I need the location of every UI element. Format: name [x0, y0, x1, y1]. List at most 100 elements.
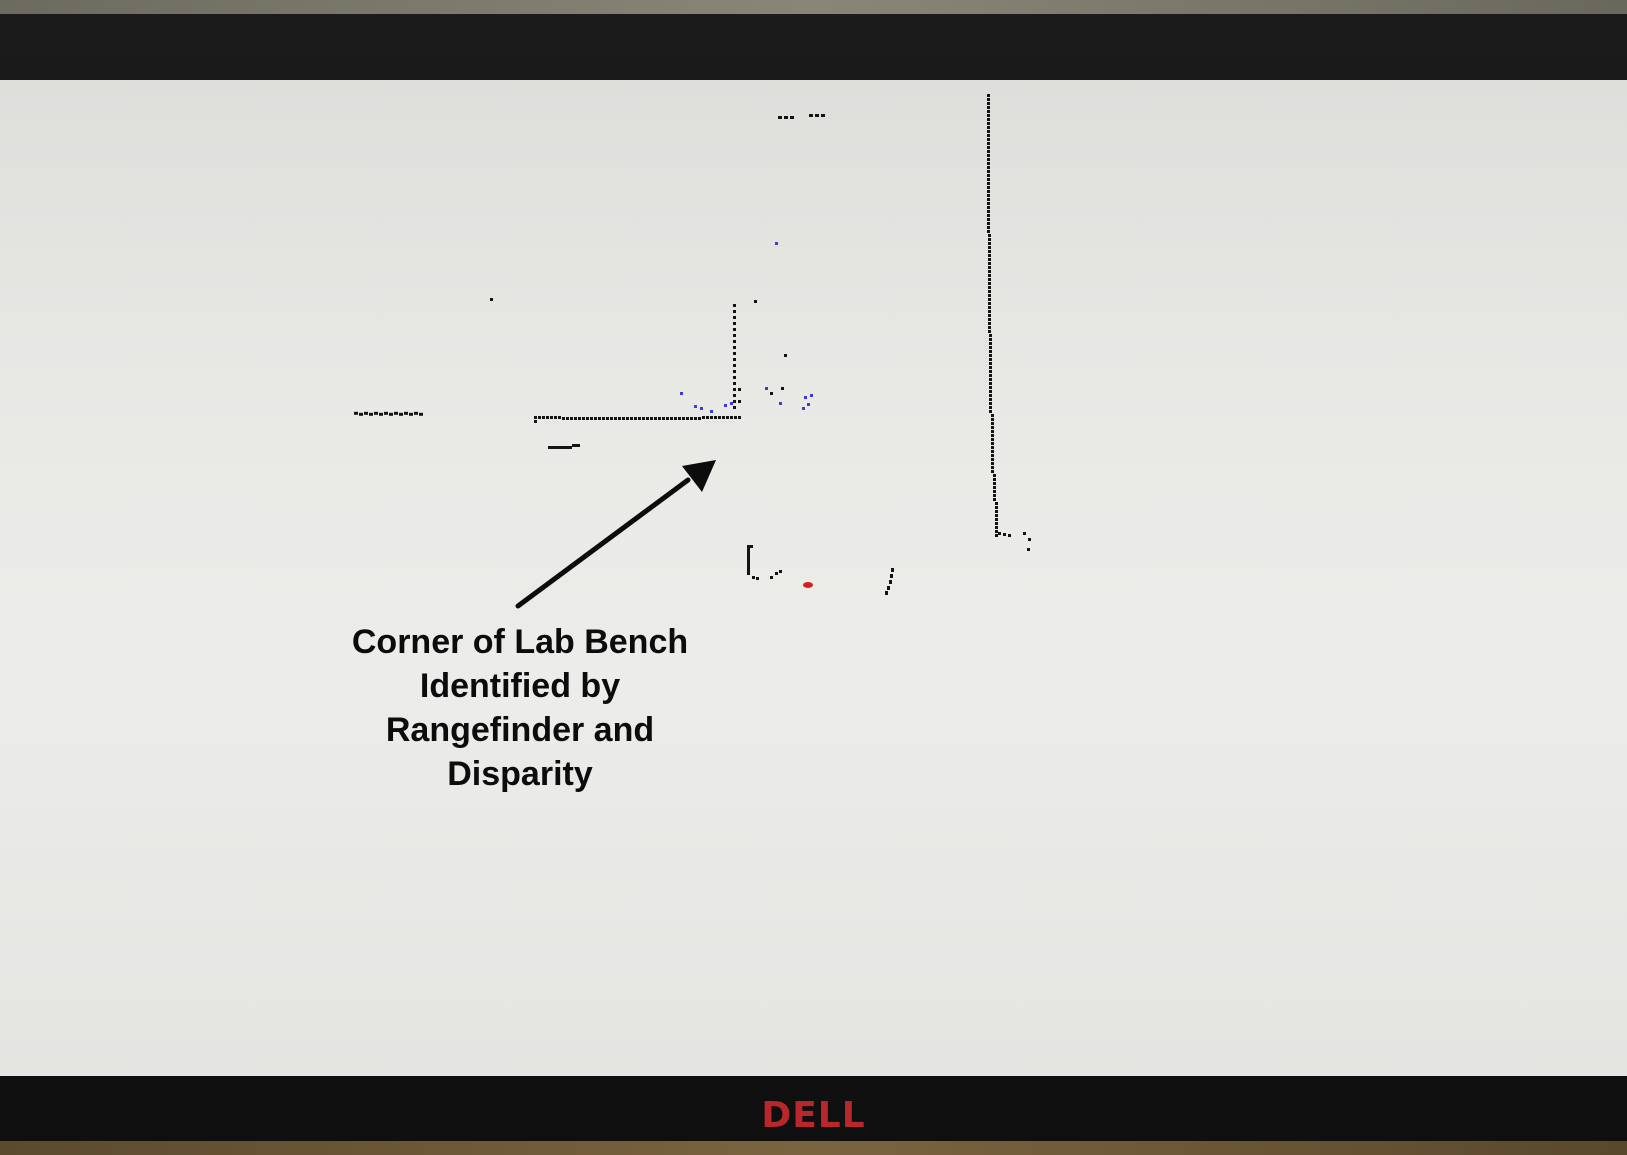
map-point — [991, 442, 994, 445]
map-point — [747, 545, 750, 548]
map-point — [987, 194, 990, 197]
map-point — [369, 412, 373, 416]
map-point — [389, 412, 393, 416]
map-point — [654, 417, 657, 420]
map-point — [988, 238, 991, 241]
map-point — [706, 416, 709, 419]
map-point — [989, 354, 992, 357]
map-point — [564, 446, 568, 449]
map-point — [747, 557, 750, 560]
map-point — [821, 114, 825, 117]
map-point — [622, 417, 625, 420]
map-point — [538, 416, 541, 419]
map-point — [993, 494, 996, 497]
map-point — [987, 162, 990, 165]
map-point — [738, 400, 741, 403]
map-point — [987, 214, 990, 217]
dell-logo: DELL — [761, 1095, 866, 1136]
map-point — [989, 382, 992, 385]
map-point — [987, 186, 990, 189]
map-point — [815, 114, 819, 117]
map-point — [988, 282, 991, 285]
map-point — [700, 407, 703, 410]
map-point — [756, 577, 759, 580]
map-point — [987, 118, 990, 121]
map-point — [987, 198, 990, 201]
map-point — [989, 406, 992, 409]
map-point — [754, 300, 757, 303]
map-point — [534, 416, 537, 419]
map-point — [658, 417, 661, 420]
map-point — [734, 416, 737, 419]
map-point — [995, 514, 998, 517]
map-point — [614, 417, 617, 420]
robot-position-marker-icon — [803, 582, 813, 588]
map-point — [807, 403, 810, 406]
map-point — [810, 394, 813, 397]
map-point — [993, 482, 996, 485]
map-point — [987, 122, 990, 125]
map-point — [765, 387, 768, 390]
map-point — [989, 398, 992, 401]
map-point — [733, 406, 736, 409]
map-point — [987, 178, 990, 181]
map-point — [722, 416, 725, 419]
map-point — [993, 474, 996, 477]
map-point — [987, 106, 990, 109]
map-point — [998, 532, 1001, 535]
map-point — [995, 526, 998, 529]
map-point — [718, 416, 721, 419]
map-point — [374, 411, 378, 415]
map-point — [662, 417, 665, 420]
map-point — [730, 416, 733, 419]
map-point — [733, 346, 736, 349]
map-point — [694, 405, 697, 408]
map-point — [988, 310, 991, 313]
map-point — [995, 506, 998, 509]
map-point — [988, 302, 991, 305]
map-point — [989, 366, 992, 369]
map-point — [733, 394, 736, 397]
map-point — [550, 416, 553, 419]
map-point — [987, 110, 990, 113]
map-point — [630, 417, 633, 420]
map-point — [568, 446, 572, 449]
occupancy-map — [354, 94, 1031, 609]
map-point — [991, 454, 994, 457]
map-point — [710, 410, 713, 413]
map-point — [988, 278, 991, 281]
map-point — [582, 417, 585, 420]
map-point — [610, 417, 613, 420]
map-point — [414, 411, 418, 415]
map-point — [750, 545, 753, 548]
map-point — [562, 417, 565, 420]
map-point — [784, 116, 788, 119]
map-point — [988, 298, 991, 301]
map-point — [993, 490, 996, 493]
map-point — [987, 218, 990, 221]
map-point — [988, 266, 991, 269]
map-point — [989, 390, 992, 393]
arrow-up-right-icon — [515, 460, 716, 609]
map-point — [987, 102, 990, 105]
map-point — [733, 304, 736, 307]
map-point — [747, 551, 750, 554]
map-point — [546, 416, 549, 419]
map-point — [809, 114, 813, 117]
map-point — [989, 334, 992, 337]
map-point — [987, 134, 990, 137]
map-point — [419, 412, 423, 416]
map-point — [399, 412, 403, 416]
map-point — [1023, 532, 1026, 535]
map-point — [988, 242, 991, 245]
map-point — [991, 430, 994, 433]
map-point — [995, 534, 998, 537]
map-point — [733, 334, 736, 337]
map-point — [987, 94, 990, 97]
map-point — [988, 318, 991, 321]
map-point — [987, 146, 990, 149]
map-point — [359, 412, 363, 416]
map-point — [710, 416, 713, 419]
map-point — [987, 166, 990, 169]
